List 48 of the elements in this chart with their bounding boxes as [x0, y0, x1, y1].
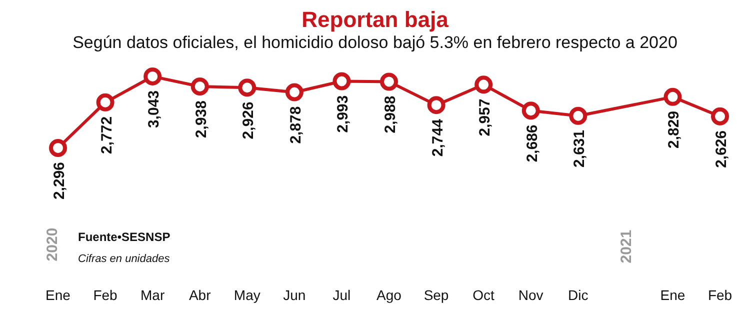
data-label: 2,878 [287, 106, 304, 144]
x-tick-label: Feb [708, 286, 732, 303]
x-tick-label: Nov [518, 286, 544, 303]
point [569, 106, 588, 125]
point [427, 96, 446, 114]
data-label: 2,829 [666, 110, 683, 148]
x-tick-label: Abr [188, 286, 212, 303]
point [474, 76, 493, 94]
x-tick-label: Ene [46, 286, 71, 303]
data-label: 2,296 [51, 162, 68, 200]
point [238, 78, 256, 97]
data-label: 3,043 [146, 90, 163, 128]
point [711, 107, 729, 126]
text: 2020 [44, 228, 62, 262]
data-label: 2,938 [192, 100, 210, 138]
data-label: 2,988 [382, 96, 399, 134]
x-tick-label: Sep [424, 286, 449, 303]
point [190, 78, 209, 96]
x-tick-label: Dic [568, 286, 588, 303]
data-label: 2,686 [524, 124, 541, 162]
text: Cifras en unidades [78, 253, 170, 265]
data-label: 2,926 [240, 102, 258, 140]
data-label: 2,626 [713, 130, 730, 168]
point [96, 93, 114, 112]
data-label: 2,744 [429, 118, 446, 157]
x-tick-label: May [234, 286, 260, 303]
data-label: 2,772 [98, 116, 116, 154]
text: 2021 [618, 230, 636, 264]
chart-subtitle: Según datos oficiales, el homicidio doloso bajó 5.3% en febrero respecto a 2020 [72, 32, 678, 54]
point [332, 72, 351, 90]
point [49, 138, 67, 157]
data-label: 2,957 [476, 98, 494, 136]
point [144, 67, 162, 86]
point [522, 102, 540, 120]
x-tick-label: Feb [93, 286, 118, 303]
x-tick-label: Ago [376, 286, 402, 303]
chart-title: Reportan baja [300, 7, 450, 32]
point [664, 88, 682, 106]
point [285, 83, 304, 102]
point [380, 72, 398, 91]
x-tick-label: Ene [660, 286, 686, 303]
x-tick-label: Oct [472, 286, 495, 303]
data-label: 2,631 [571, 130, 588, 168]
data-label: 2,993 [334, 95, 352, 133]
x-tick-label: Mar [140, 286, 165, 303]
x-tick-label: Jul [332, 286, 351, 303]
source-note: Fuente•SESNSP [78, 230, 170, 244]
x-tick-label: Jun [283, 286, 306, 303]
